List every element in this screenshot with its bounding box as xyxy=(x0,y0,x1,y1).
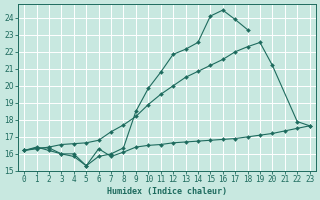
X-axis label: Humidex (Indice chaleur): Humidex (Indice chaleur) xyxy=(107,187,227,196)
